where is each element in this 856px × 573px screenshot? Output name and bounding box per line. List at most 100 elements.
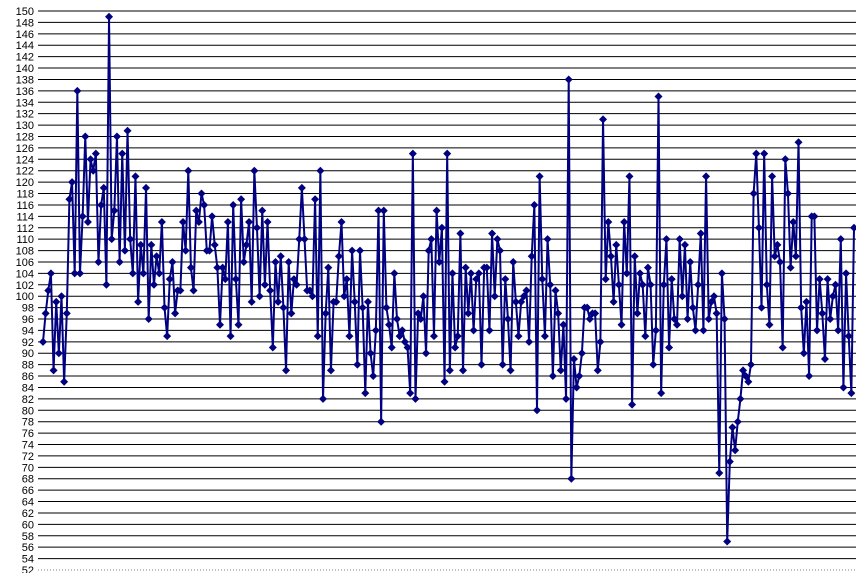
data-point-marker [797, 303, 806, 312]
data-point-marker [62, 309, 71, 318]
data-point-marker [498, 360, 507, 369]
data-point-marker [461, 263, 470, 272]
data-point-marker [612, 240, 621, 249]
data-point-marker [850, 223, 856, 232]
data-point-marker [781, 155, 790, 164]
data-point-marker [186, 263, 195, 272]
data-point-marker [617, 320, 626, 329]
data-point-marker [94, 257, 103, 266]
data-point-marker [142, 183, 151, 192]
data-point-marker [168, 257, 177, 266]
data-point-marker [432, 206, 441, 215]
y-tick-label: 76 [22, 428, 34, 440]
data-point-marker [255, 292, 264, 301]
y-tick-label: 98 [22, 303, 34, 315]
data-point-marker [622, 269, 631, 278]
data-point-marker [392, 315, 401, 324]
data-point-marker [778, 343, 787, 352]
data-point-marker [723, 537, 732, 546]
data-point-marker [176, 286, 185, 295]
data-point-marker [826, 315, 835, 324]
y-tick-label: 112 [16, 223, 34, 235]
data-point-marker [731, 446, 740, 455]
data-point-marker [205, 246, 214, 255]
y-tick-label: 142 [16, 52, 34, 64]
data-point-marker [477, 360, 486, 369]
data-point-marker [86, 155, 95, 164]
data-point-marker [382, 303, 391, 312]
data-point-marker [363, 297, 372, 306]
data-point-marker [440, 377, 449, 386]
data-point-marker [810, 212, 819, 221]
data-point-marker [311, 195, 320, 204]
y-tick-label: 128 [16, 131, 34, 143]
y-tick-label: 140 [16, 63, 34, 75]
data-point-marker [548, 372, 557, 381]
data-point-marker [453, 332, 462, 341]
data-point-marker [258, 206, 267, 215]
data-point-marker [683, 315, 692, 324]
data-point-marker [768, 172, 777, 181]
data-point-marker [762, 280, 771, 289]
data-point-marker [242, 240, 251, 249]
data-point-marker [149, 280, 158, 289]
data-point-marker [223, 218, 232, 227]
data-point-marker [215, 320, 224, 329]
data-point-marker [609, 297, 618, 306]
data-point-marker [271, 257, 280, 266]
data-point-marker [126, 235, 135, 244]
data-point-marker [535, 172, 544, 181]
data-point-marker [353, 360, 362, 369]
data-point-marker [757, 303, 766, 312]
y-tick-label: 106 [16, 257, 34, 269]
y-tick-label: 110 [16, 234, 34, 246]
data-point-marker [490, 292, 499, 301]
data-series [39, 12, 856, 546]
data-point-marker [134, 297, 143, 306]
y-tick-label: 64 [22, 497, 34, 509]
data-point-marker [181, 246, 190, 255]
data-point-marker [680, 240, 689, 249]
data-point-marker [49, 366, 58, 375]
data-point-marker [662, 235, 671, 244]
data-point-marker [525, 337, 534, 346]
data-point-marker [379, 206, 388, 215]
data-point-marker [746, 360, 755, 369]
data-point-marker [194, 218, 203, 227]
data-point-marker [482, 263, 491, 272]
data-point-marker [820, 354, 829, 363]
data-point-marker [794, 138, 803, 147]
data-point-marker [81, 132, 90, 141]
data-point-marker [252, 223, 261, 232]
data-point-marker [699, 326, 708, 335]
y-tick-label: 130 [16, 120, 34, 132]
data-point-marker [107, 235, 116, 244]
data-point-marker [506, 366, 515, 375]
data-point-marker [171, 309, 180, 318]
data-point-marker [754, 223, 763, 232]
data-point-marker [374, 206, 383, 215]
data-point-marker [604, 218, 613, 227]
y-tick-label: 138 [16, 74, 34, 86]
data-point-marker [733, 417, 742, 426]
data-point-marker [836, 235, 845, 244]
data-point-marker [369, 372, 378, 381]
data-point-marker [99, 183, 108, 192]
y-tick-label: 66 [22, 485, 34, 497]
data-point-marker [366, 349, 375, 358]
data-point-marker [736, 394, 745, 403]
data-point-marker [200, 200, 209, 209]
data-point-marker [54, 349, 63, 358]
data-point-marker [102, 280, 111, 289]
y-tick-label: 62 [22, 508, 34, 520]
data-point-marker [472, 275, 481, 284]
y-tick-label: 116 [16, 200, 34, 212]
y-tick-label: 146 [16, 29, 34, 41]
data-point-marker [73, 86, 82, 95]
data-point-marker [741, 372, 750, 381]
data-point-marker [543, 235, 552, 244]
data-point-marker [501, 275, 510, 284]
data-point-marker [828, 292, 837, 301]
data-point-marker [633, 309, 642, 318]
data-point-marker [673, 320, 682, 329]
